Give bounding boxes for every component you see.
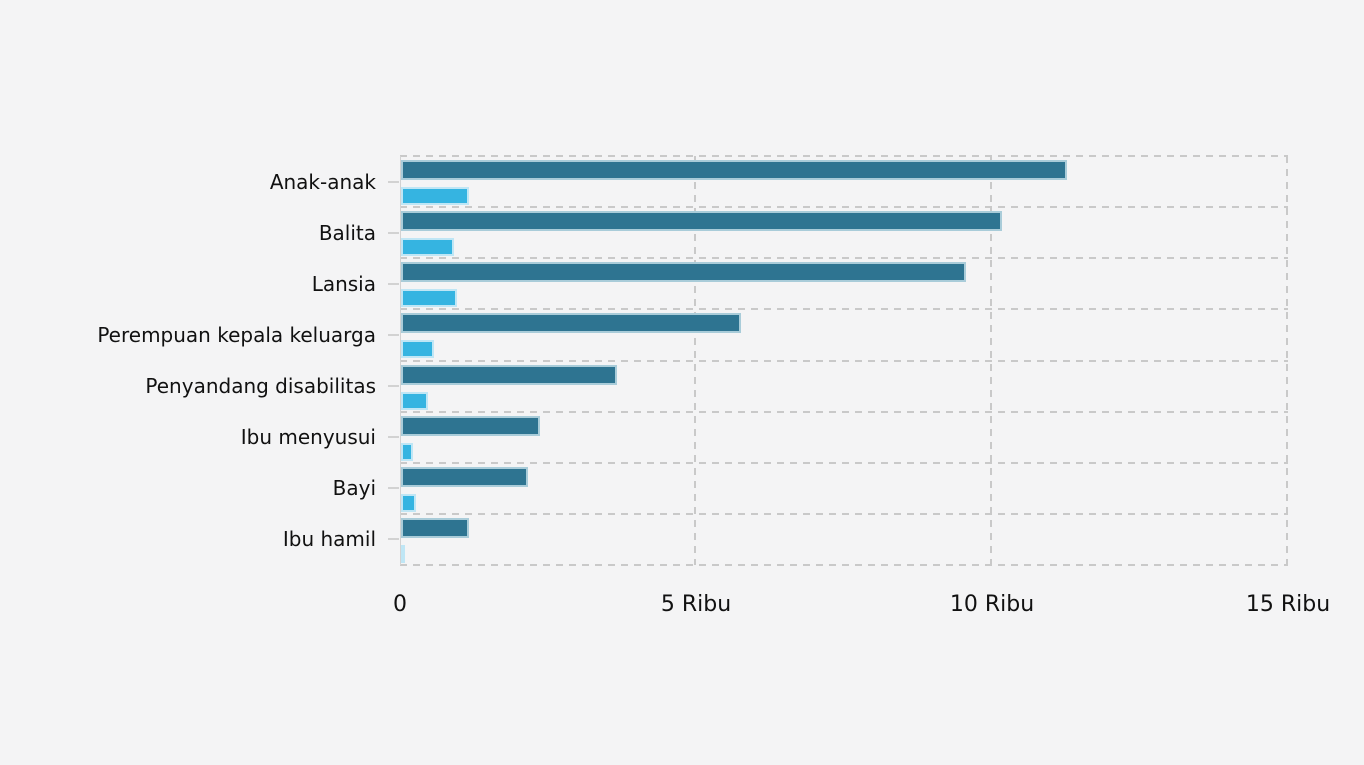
gridline-horizontal — [400, 564, 1288, 566]
gridline-horizontal — [400, 257, 1288, 259]
bar-series-dark-teal — [401, 313, 741, 334]
bar-group — [401, 156, 1288, 207]
y-tick-mark — [388, 181, 399, 183]
x-tick-label: 15 Ribu — [1245, 592, 1331, 617]
category-label: Ibu menyusui — [240, 425, 376, 449]
y-axis-line — [400, 156, 401, 565]
bar-series-light-blue — [401, 391, 428, 410]
category-label: Ibu hamil — [282, 527, 376, 551]
bar-series-light-blue — [401, 289, 457, 308]
category-label: Bayi — [332, 476, 376, 500]
bar-series-light-blue — [401, 238, 454, 257]
bar-group — [401, 207, 1288, 258]
bar-series-light-blue — [401, 442, 413, 461]
gridline-horizontal — [400, 155, 1288, 157]
gridline-horizontal — [400, 308, 1288, 310]
gridline-horizontal — [400, 206, 1288, 208]
bar-series-dark-teal — [401, 211, 1002, 232]
bar-series-light-blue — [401, 340, 434, 359]
gridline-vertical — [1286, 156, 1288, 565]
category-label: Perempuan kepala keluarga — [97, 323, 376, 347]
bar-series-light-blue — [401, 544, 405, 563]
gridline-horizontal — [400, 462, 1288, 464]
y-tick-mark — [388, 538, 399, 540]
y-tick-mark — [388, 487, 399, 489]
bar-series-dark-teal — [401, 517, 469, 538]
y-tick-mark — [388, 436, 399, 438]
bar-series-dark-teal — [401, 262, 966, 283]
bar-group — [401, 309, 1288, 360]
category-label: Anak-anak — [269, 170, 376, 194]
bar-group — [401, 361, 1288, 412]
y-tick-mark — [388, 385, 399, 387]
bar-series-dark-teal — [401, 364, 617, 385]
plot-area — [400, 155, 1288, 566]
y-tick-mark — [388, 232, 399, 234]
gridline-horizontal — [400, 513, 1288, 515]
gridline-vertical — [990, 156, 992, 565]
y-tick-mark — [388, 334, 399, 336]
bar-series-dark-teal — [401, 160, 1067, 180]
bar-group — [401, 412, 1288, 463]
category-label: Balita — [318, 221, 376, 245]
bar-series-dark-teal — [401, 415, 540, 436]
category-label: Penyandang disabilitas — [145, 374, 376, 398]
category-label: Lansia — [311, 272, 376, 296]
bar-group — [401, 258, 1288, 309]
gridline-vertical — [694, 156, 696, 565]
bar-group — [401, 463, 1288, 514]
x-tick-label: 5 Ribu — [660, 592, 732, 617]
gridline-horizontal — [400, 411, 1288, 413]
bar-series-light-blue — [401, 187, 469, 205]
bar-group — [401, 514, 1288, 565]
gridline-horizontal — [400, 360, 1288, 362]
bar-series-dark-teal — [401, 466, 528, 487]
bar-series-light-blue — [401, 493, 416, 512]
x-tick-label: 0 — [393, 592, 407, 617]
y-tick-mark — [388, 283, 399, 285]
x-tick-label: 10 Ribu — [949, 592, 1035, 617]
